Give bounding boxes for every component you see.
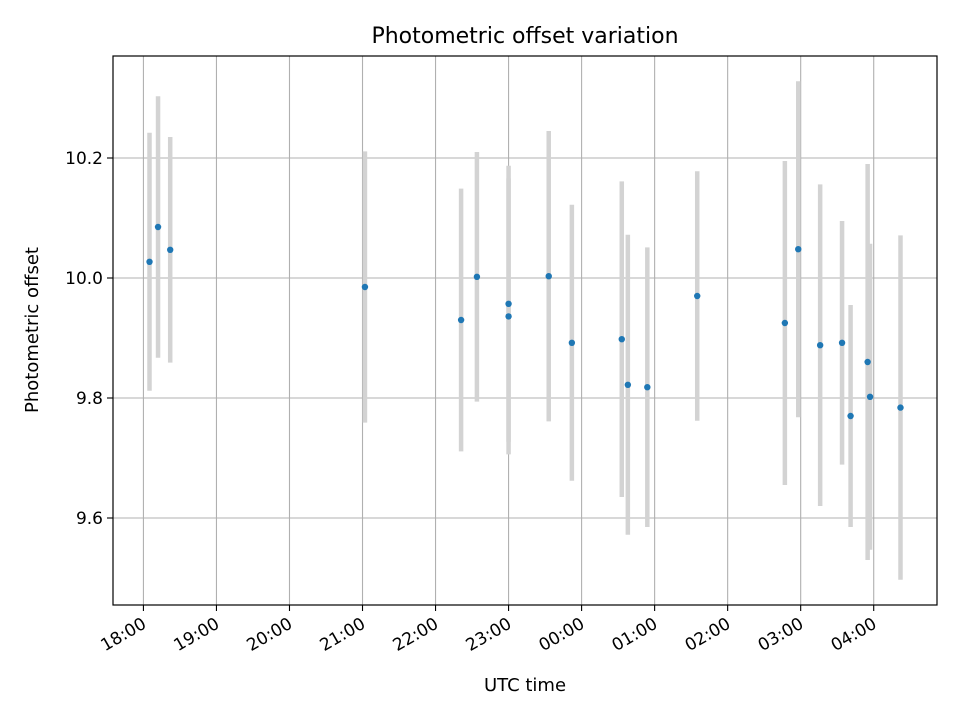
data-point xyxy=(897,404,904,411)
data-point xyxy=(864,358,871,366)
data-point xyxy=(694,292,701,300)
data-point xyxy=(361,283,369,291)
data-point xyxy=(457,316,465,324)
data-point xyxy=(618,336,625,343)
plot-area-frame xyxy=(112,55,938,606)
data-point xyxy=(505,313,512,320)
y-tick-label: 10.0 xyxy=(65,269,103,289)
data-point xyxy=(816,342,824,349)
data-point xyxy=(644,384,651,391)
data-points xyxy=(146,223,904,420)
y-tick-label: 9.8 xyxy=(76,389,103,409)
y-axis-ticks: 9.6 9.8 10.0 10.2 xyxy=(65,149,113,529)
y-axis-label: Photometric offset xyxy=(22,247,43,413)
data-point xyxy=(838,339,846,346)
chart-title: Photometric offset variation xyxy=(371,24,678,49)
data-point xyxy=(624,381,632,388)
y-tick-label: 9.6 xyxy=(76,509,103,529)
data-point xyxy=(154,223,162,231)
data-point xyxy=(473,273,481,280)
data-point xyxy=(545,273,552,280)
x-axis-label: UTC time xyxy=(484,675,566,696)
data-point xyxy=(847,412,854,420)
data-point xyxy=(568,339,576,346)
data-point xyxy=(505,300,512,307)
data-point xyxy=(167,246,174,253)
data-point xyxy=(866,393,874,400)
y-tick-label: 10.2 xyxy=(65,149,103,169)
data-point xyxy=(781,319,789,327)
data-point xyxy=(146,258,153,265)
data-point xyxy=(795,246,802,253)
